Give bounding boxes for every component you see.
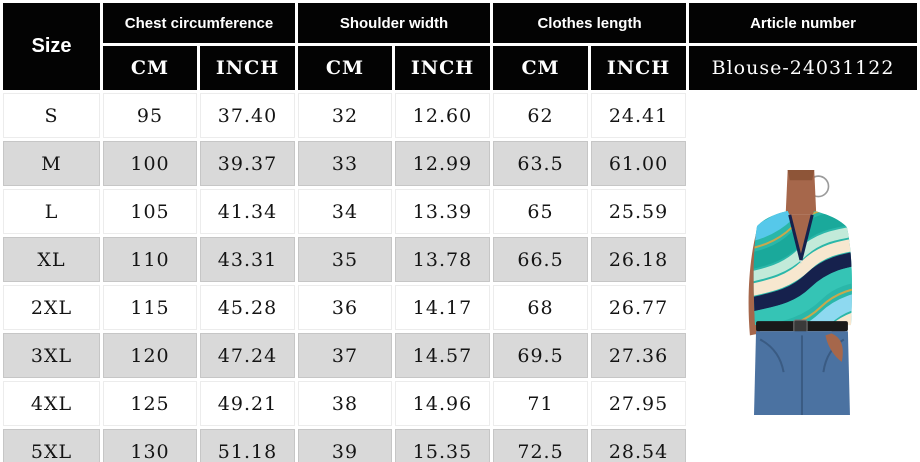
value-cell: 24.41 xyxy=(591,93,687,138)
value-cell: 66.5 xyxy=(493,237,589,282)
v-neck-opening xyxy=(789,214,813,260)
size-cell: XL xyxy=(3,237,100,282)
size-cell: L xyxy=(3,189,100,234)
table-row: 2XL 115 45.28 36 14.17 68 26.77 xyxy=(3,285,917,330)
size-cell: M xyxy=(3,141,100,186)
value-cell: 26.77 xyxy=(591,285,687,330)
table-row: 3XL 120 47.24 37 14.57 69.5 27.36 xyxy=(3,333,917,378)
value-cell: 13.78 xyxy=(395,237,491,282)
value-cell: 68 xyxy=(493,285,589,330)
size-cell: 4XL xyxy=(3,381,100,426)
column-group-clothes-length: Clothes length xyxy=(493,3,687,43)
value-cell: 27.36 xyxy=(591,333,687,378)
value-cell: 14.96 xyxy=(395,381,491,426)
value-cell: 43.31 xyxy=(200,237,295,282)
unit-header-shoulder-cm: CM xyxy=(298,46,392,90)
size-cell: 2XL xyxy=(3,285,100,330)
value-cell: 69.5 xyxy=(493,333,589,378)
unit-header-length-cm: CM xyxy=(493,46,589,90)
table-row: L 105 41.34 34 13.39 65 25.59 xyxy=(3,189,917,234)
value-cell: 105 xyxy=(103,189,197,234)
size-cell: 5XL xyxy=(3,429,100,462)
column-header-article-number: Article number xyxy=(689,3,918,43)
value-cell: 100 xyxy=(103,141,197,186)
unit-header-chest-inch: INCH xyxy=(200,46,295,90)
value-cell: 45.28 xyxy=(200,285,295,330)
belt-buckle xyxy=(793,319,808,333)
value-cell: 51.18 xyxy=(200,429,295,462)
value-cell: 33 xyxy=(298,141,392,186)
product-photo-cell xyxy=(689,93,918,462)
value-cell: 37 xyxy=(298,333,392,378)
value-cell: 35 xyxy=(298,237,392,282)
unit-header-chest-cm: CM xyxy=(103,46,197,90)
value-cell: 71 xyxy=(493,381,589,426)
jeans-left-pocket xyxy=(759,338,785,373)
table-row: 5XL 130 51.18 39 15.35 72.5 28.54 xyxy=(3,429,917,462)
size-cell: 3XL xyxy=(3,333,100,378)
value-cell: 63.5 xyxy=(493,141,589,186)
value-cell: 95 xyxy=(103,93,197,138)
chin-shadow xyxy=(787,170,815,181)
v-neck-trim xyxy=(788,214,814,261)
product-photo xyxy=(718,170,888,415)
value-cell: 62 xyxy=(493,93,589,138)
value-cell: 14.57 xyxy=(395,333,491,378)
value-cell: 28.54 xyxy=(591,429,687,462)
value-cell: 39 xyxy=(298,429,392,462)
value-cell: 47.24 xyxy=(200,333,295,378)
hand-in-pocket xyxy=(825,333,843,362)
value-cell: 27.95 xyxy=(591,381,687,426)
value-cell: 61.00 xyxy=(591,141,687,186)
value-cell: 13.39 xyxy=(395,189,491,234)
column-header-size: Size xyxy=(3,3,100,90)
value-cell: 65 xyxy=(493,189,589,234)
value-cell: 72.5 xyxy=(493,429,589,462)
table-row: 4XL 125 49.21 38 14.96 71 27.95 xyxy=(3,381,917,426)
value-cell: 115 xyxy=(103,285,197,330)
table-row: XL 110 43.31 35 13.78 66.5 26.18 xyxy=(3,237,917,282)
value-cell: 32 xyxy=(298,93,392,138)
unit-header-length-inch: INCH xyxy=(591,46,687,90)
column-group-chest-circumference: Chest circumference xyxy=(103,3,295,43)
value-cell: 37.40 xyxy=(200,93,295,138)
column-group-shoulder-width: Shoulder width xyxy=(298,3,491,43)
table-row: M 100 39.37 33 12.99 63.5 61.00 xyxy=(3,141,917,186)
value-cell: 110 xyxy=(103,237,197,282)
value-cell: 26.18 xyxy=(591,237,687,282)
value-cell: 14.17 xyxy=(395,285,491,330)
value-cell: 15.35 xyxy=(395,429,491,462)
value-cell: 25.59 xyxy=(591,189,687,234)
value-cell: 130 xyxy=(103,429,197,462)
value-cell: 49.21 xyxy=(200,381,295,426)
neck xyxy=(785,170,817,215)
value-cell: 125 xyxy=(103,381,197,426)
value-cell: 36 xyxy=(298,285,392,330)
article-number-value: Blouse-24031122 xyxy=(689,46,918,90)
value-cell: 38 xyxy=(298,381,392,426)
value-cell: 120 xyxy=(103,333,197,378)
value-cell: 12.60 xyxy=(395,93,491,138)
value-cell: 12.99 xyxy=(395,141,491,186)
jeans-right-pocket xyxy=(822,338,845,373)
table-row: S 95 37.40 32 12.60 62 24.41 xyxy=(3,93,918,462)
value-cell: 39.37 xyxy=(200,141,295,186)
value-cell: 41.34 xyxy=(200,189,295,234)
product-photo-illustration xyxy=(726,170,880,415)
value-cell: 34 xyxy=(298,189,392,234)
size-cell: S xyxy=(3,93,100,138)
unit-header-shoulder-inch: INCH xyxy=(395,46,491,90)
